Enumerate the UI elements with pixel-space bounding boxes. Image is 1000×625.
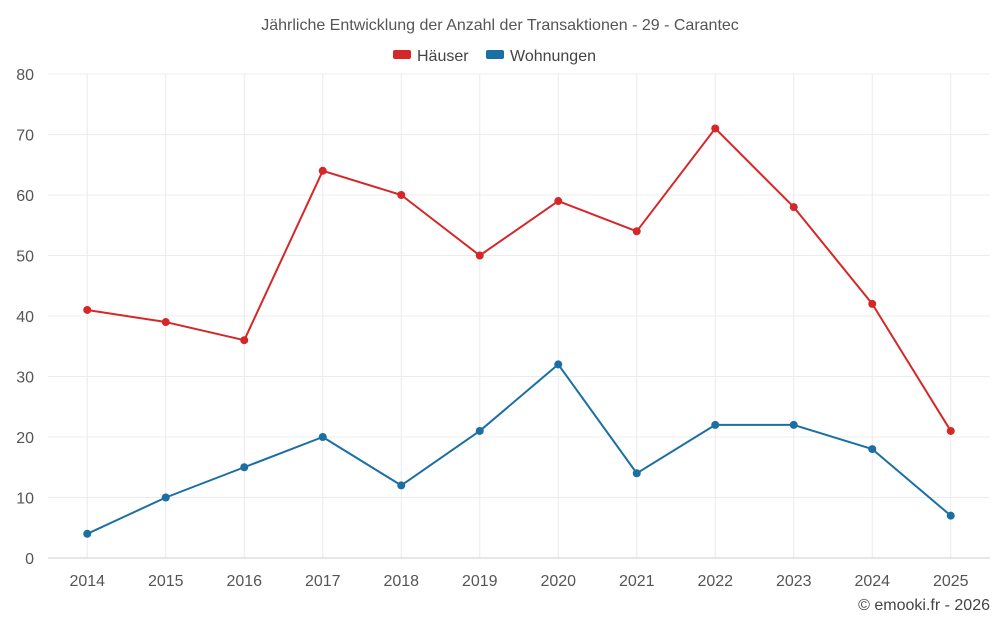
x-tick-label: 2022: [697, 573, 733, 590]
data-point[interactable]: [475, 251, 484, 260]
x-tick-label: 2015: [148, 573, 184, 590]
y-tick-label: 50: [16, 249, 34, 266]
y-tick-label: 70: [16, 128, 34, 145]
data-point[interactable]: [161, 493, 170, 502]
data-point[interactable]: [554, 360, 563, 369]
data-point[interactable]: [318, 166, 327, 175]
legend-swatch: [486, 50, 504, 59]
data-point[interactable]: [554, 197, 563, 206]
data-point[interactable]: [789, 420, 798, 429]
series-1: [83, 360, 955, 538]
x-tick-label: 2021: [619, 573, 655, 590]
legend-label[interactable]: Häuser: [417, 48, 469, 65]
data-point[interactable]: [240, 336, 249, 345]
data-point[interactable]: [789, 203, 798, 212]
y-tick-label: 10: [16, 491, 34, 508]
legend: Häuser Wohnungen: [393, 48, 596, 65]
data-point[interactable]: [161, 318, 170, 327]
legend-label[interactable]: Wohnungen: [510, 48, 596, 65]
data-point[interactable]: [397, 191, 406, 199]
x-tick-label: 2017: [305, 573, 341, 590]
series-line: [87, 127, 952, 432]
data-point[interactable]: [240, 463, 249, 472]
data-point[interactable]: [946, 426, 955, 435]
data-point[interactable]: [632, 227, 641, 236]
x-tick-label: 2024: [854, 573, 890, 590]
y-tick-label: 80: [16, 67, 34, 84]
y-axis-ticks: 0 10 20 30 40 50 60 70 80: [16, 67, 34, 568]
series-line: [86, 363, 952, 535]
x-tick-label: 2018: [383, 573, 419, 590]
copyright-footer: © emooki.fr - 2026: [858, 597, 990, 614]
x-tick-label: 2023: [776, 573, 812, 590]
x-axis-ticks: 2014 2015 2016 2017 2018 2019 2020 2021 2022 2023…: [69, 573, 968, 590]
data-point[interactable]: [711, 420, 720, 429]
x-tick-label: 2019: [462, 573, 498, 590]
data-point[interactable]: [711, 124, 720, 133]
data-point[interactable]: [397, 481, 406, 490]
y-tick-label: 40: [16, 309, 34, 326]
data-point[interactable]: [632, 469, 641, 478]
data-point[interactable]: [868, 445, 877, 454]
data-point[interactable]: [83, 529, 92, 538]
y-tick-label: 20: [16, 430, 34, 447]
series-0: [83, 124, 955, 435]
y-tick-label: 60: [16, 188, 34, 205]
x-tick-label: 2020: [540, 573, 576, 590]
legend-swatch: [393, 50, 411, 59]
data-point[interactable]: [475, 426, 484, 435]
data-point[interactable]: [83, 305, 92, 314]
chart-title: Jährliche Entwicklung der Anzahl der Tra…: [261, 17, 739, 34]
y-tick-label: 0: [25, 551, 34, 568]
series-layer: [83, 124, 955, 538]
data-point[interactable]: [868, 299, 877, 308]
data-point[interactable]: [946, 511, 955, 520]
data-point[interactable]: [318, 433, 327, 441]
x-tick-label: 2025: [933, 573, 969, 590]
y-tick-label: 30: [16, 370, 34, 387]
x-tick-label: 2016: [226, 573, 262, 590]
x-tick-label: 2014: [69, 573, 105, 590]
y-gridlines: [48, 73, 990, 498]
